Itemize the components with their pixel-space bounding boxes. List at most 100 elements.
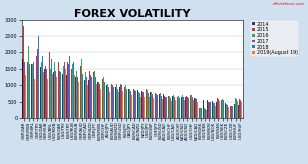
Bar (120, 82, 121, 118)
Bar (143, 92, 144, 118)
Bar (72, 64, 73, 118)
Bar (217, 98, 218, 118)
Bar (28, 46, 29, 118)
Bar (177, 97, 178, 118)
Bar (74, 75, 75, 118)
Bar (224, 102, 225, 118)
Bar (90, 75, 91, 118)
Bar (84, 80, 85, 118)
Bar (156, 94, 157, 118)
Bar (81, 59, 82, 118)
Bar (96, 84, 97, 118)
Bar (165, 97, 166, 118)
Bar (103, 80, 104, 118)
Bar (122, 87, 123, 118)
Bar (194, 98, 195, 118)
Bar (231, 106, 232, 118)
Bar (56, 77, 57, 118)
Bar (232, 106, 233, 118)
Bar (227, 105, 228, 118)
Bar (199, 108, 200, 118)
Bar (236, 99, 237, 118)
Bar (196, 99, 197, 118)
Bar (75, 77, 76, 118)
Bar (44, 69, 45, 118)
Bar (42, 72, 43, 118)
Bar (215, 106, 216, 118)
Bar (239, 99, 240, 118)
Bar (204, 108, 205, 118)
Bar (106, 85, 107, 118)
Bar (178, 96, 179, 118)
Bar (49, 52, 50, 118)
Bar (200, 108, 201, 118)
Bar (241, 102, 242, 118)
Title: FOREX VOLATILITY: FOREX VOLATILITY (74, 9, 191, 19)
Bar (164, 96, 165, 118)
Bar (186, 96, 187, 118)
Bar (151, 93, 152, 118)
Bar (195, 98, 196, 118)
Bar (124, 87, 125, 118)
Bar (104, 82, 105, 118)
Bar (68, 64, 69, 118)
Bar (76, 71, 77, 118)
Bar (71, 69, 72, 118)
Bar (51, 59, 52, 118)
Bar (208, 102, 209, 118)
Bar (33, 62, 34, 118)
Bar (206, 110, 207, 118)
Bar (130, 91, 131, 118)
Bar (115, 87, 116, 118)
Bar (240, 100, 241, 118)
Bar (221, 100, 222, 118)
Text: effortsforex.com: effortsforex.com (273, 2, 305, 6)
Bar (32, 64, 33, 118)
Bar (54, 59, 55, 118)
Bar (35, 66, 36, 118)
Bar (159, 94, 160, 118)
Bar (203, 100, 204, 118)
Bar (117, 89, 118, 118)
Bar (191, 95, 192, 118)
Bar (170, 98, 171, 118)
Bar (150, 92, 151, 118)
Bar (91, 84, 92, 118)
Bar (155, 93, 156, 118)
Bar (102, 79, 103, 118)
Bar (238, 105, 239, 118)
Bar (67, 62, 68, 118)
Bar (212, 101, 213, 118)
Bar (59, 71, 60, 118)
Bar (213, 103, 214, 118)
Bar (47, 79, 48, 118)
Bar (65, 69, 66, 118)
Bar (98, 82, 99, 118)
Bar (197, 102, 198, 118)
Bar (184, 100, 185, 118)
Bar (22, 59, 23, 118)
Bar (179, 98, 180, 118)
Bar (174, 97, 175, 118)
Bar (77, 77, 78, 118)
Bar (37, 46, 38, 118)
Bar (27, 62, 28, 118)
Bar (128, 89, 129, 118)
Bar (214, 103, 215, 118)
Bar (133, 89, 134, 118)
Bar (168, 96, 169, 118)
Bar (23, 26, 24, 118)
Bar (100, 89, 101, 118)
Bar (134, 90, 135, 118)
Bar (34, 79, 35, 118)
Bar (69, 56, 70, 118)
Bar (52, 74, 53, 118)
Bar (222, 99, 223, 118)
Bar (187, 97, 188, 118)
Bar (160, 93, 161, 118)
Bar (95, 77, 96, 118)
Bar (188, 101, 189, 118)
Legend: 2014, 2015, 2016, 2017, 2018, 2019(August 19): 2014, 2015, 2016, 2017, 2018, 2019(Augus… (250, 20, 299, 57)
Bar (173, 95, 174, 118)
Bar (107, 84, 108, 118)
